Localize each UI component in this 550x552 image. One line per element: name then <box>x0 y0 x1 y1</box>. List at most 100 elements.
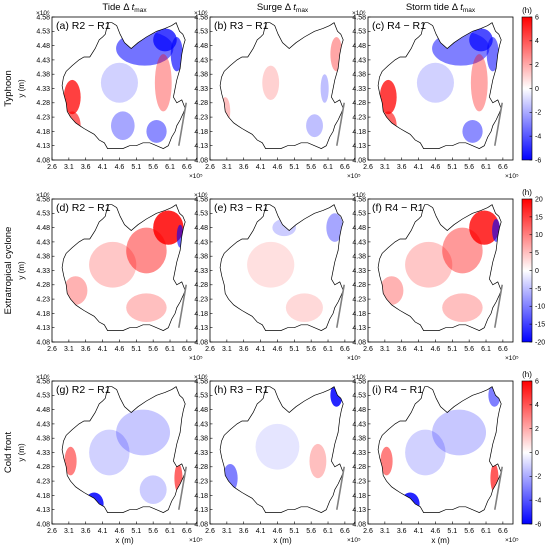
field-patch <box>126 227 167 274</box>
y-tick-label: 4.58 <box>36 14 50 21</box>
y-exponent: ×10⁶ <box>194 374 208 381</box>
x-tick-label: 6.1 <box>323 164 333 171</box>
x-tick-label: 6.6 <box>182 346 192 353</box>
x-axis-label: x (m) <box>431 536 450 545</box>
y-tick-label: 4.28 <box>352 464 366 471</box>
column-title-sub: max <box>463 7 476 14</box>
colorbar-tick-label: 2 <box>535 62 539 69</box>
x-tick-label: 3.6 <box>81 164 91 171</box>
coastline <box>219 22 344 149</box>
column-title: Surge Δ tmax <box>257 2 309 14</box>
y-tick-label: 4.28 <box>352 100 366 107</box>
column-title-sub: max <box>134 7 147 14</box>
y-tick-label: 4.53 <box>36 393 50 400</box>
coastline <box>61 204 186 331</box>
coastline <box>377 386 502 513</box>
colorbar-tick-label: 0 <box>535 268 539 275</box>
panel-b: 2.6 3.1 3.6 4.1 4.6 5.1 5.6 6.1 6.6 4.08 4.13 4.18 4… <box>194 10 361 180</box>
y-axis-label: y (m) <box>17 79 26 98</box>
y-tick-label: 4.43 <box>36 239 50 246</box>
y-tick-label: 4.38 <box>36 436 50 443</box>
y-tick-label: 4.33 <box>36 450 50 457</box>
x-tick-label: 2.6 <box>363 528 373 535</box>
y-tick-label: 4.33 <box>36 86 50 93</box>
y-tick-label: 4.58 <box>36 378 50 385</box>
field-patches <box>379 210 501 322</box>
colorbar-tick-label: -20 <box>535 339 545 346</box>
y-tick-label: 4.18 <box>36 311 50 318</box>
panel-g: 2.6 3.1 3.6 4.1 4.6 5.1 5.6 6.1 6.6 4.08 4.13 4.18 4… <box>17 374 203 545</box>
column-title-var: t <box>132 2 135 13</box>
domain-area <box>62 204 186 331</box>
field-patch <box>320 74 329 103</box>
coastline <box>61 386 186 513</box>
x-tick-label: 4.6 <box>115 346 125 353</box>
y-tick-label: 4.08 <box>36 339 50 346</box>
panel-e: 2.6 3.1 3.6 4.1 4.6 5.1 5.6 6.1 6.6 4.08 4.13 4.18 4… <box>194 192 361 362</box>
y-tick-label: 4.43 <box>194 239 208 246</box>
field-patch <box>170 37 183 72</box>
column-title-text: Tide Δ <box>102 2 131 13</box>
x-tick-label: 3.6 <box>239 164 249 171</box>
y-tick-label: 4.18 <box>352 129 366 136</box>
y-tick-label: 4.33 <box>352 450 366 457</box>
field-patch <box>306 114 323 138</box>
x-tick-label: 6.6 <box>182 164 192 171</box>
y-tick-label: 4.13 <box>36 325 50 332</box>
x-tick-label: 3.1 <box>222 528 232 535</box>
field-patches <box>247 213 344 322</box>
x-tick-label: 3.6 <box>239 346 249 353</box>
panel-label: (d) R2 − R1 <box>56 202 111 214</box>
colorbar-unit: (h) <box>522 370 532 379</box>
x-tick-label: 6.6 <box>340 164 350 171</box>
colorbar-tick-label: -2 <box>535 474 541 481</box>
colorbar-tick-label: -4 <box>535 498 541 505</box>
field-patch <box>326 213 344 242</box>
x-tick-label: 3.1 <box>64 164 74 171</box>
y-tick-label: 4.43 <box>352 239 366 246</box>
x-tick-label: 5.6 <box>306 164 316 171</box>
field-patch <box>116 409 171 456</box>
open-boundary-line <box>494 284 503 328</box>
colorbar-tick-label: 5 <box>535 250 539 257</box>
coastline <box>61 22 186 149</box>
y-tick-label: 4.43 <box>36 57 50 64</box>
panel-label: (c) R4 − R1 <box>372 20 426 32</box>
y-exponent: ×10⁶ <box>194 10 208 17</box>
field-patch <box>153 210 184 245</box>
x-tick-label: 2.6 <box>205 346 215 353</box>
y-tick-label: 4.33 <box>352 86 366 93</box>
x-tick-label: 6.1 <box>323 528 333 535</box>
y-tick-label: 4.18 <box>352 311 366 318</box>
x-exponent: ×10⁵ <box>505 537 519 544</box>
y-tick-label: 4.13 <box>194 143 208 150</box>
x-exponent: ×10⁵ <box>505 355 519 362</box>
y-exponent: ×10⁶ <box>352 374 366 381</box>
y-tick-label: 4.48 <box>36 407 50 414</box>
y-tick-label: 4.18 <box>194 129 208 136</box>
field-patch <box>126 293 167 322</box>
y-tick-label: 4.38 <box>194 436 208 443</box>
x-tick-label: 3.6 <box>397 346 407 353</box>
coastline <box>377 204 502 331</box>
x-axis-label: x (m) <box>273 536 292 545</box>
y-exponent: ×10⁶ <box>194 192 208 199</box>
y-tick-label: 4.38 <box>36 72 50 79</box>
colorbar-tick-label: -10 <box>535 304 545 311</box>
y-tick-label: 4.28 <box>36 282 50 289</box>
y-tick-label: 4.13 <box>352 507 366 514</box>
y-tick-label: 4.13 <box>352 143 366 150</box>
y-tick-label: 4.33 <box>194 86 208 93</box>
x-tick-label: 4.6 <box>431 346 441 353</box>
x-tick-label: 6.1 <box>323 346 333 353</box>
y-tick-label: 4.53 <box>352 211 366 218</box>
x-tick-label: 3.1 <box>380 346 390 353</box>
y-tick-label: 4.33 <box>194 450 208 457</box>
colorbar-tick-label: -2 <box>535 110 541 117</box>
panel-f: 2.6 3.1 3.6 4.1 4.6 5.1 5.6 6.1 6.6 4.08 4.13 4.18 4… <box>352 192 519 362</box>
x-tick-label: 4.1 <box>98 164 108 171</box>
domain-area <box>220 204 344 331</box>
y-tick-label: 4.48 <box>352 43 366 50</box>
column-title-sub: max <box>296 7 309 14</box>
x-tick-label: 5.1 <box>447 346 457 353</box>
